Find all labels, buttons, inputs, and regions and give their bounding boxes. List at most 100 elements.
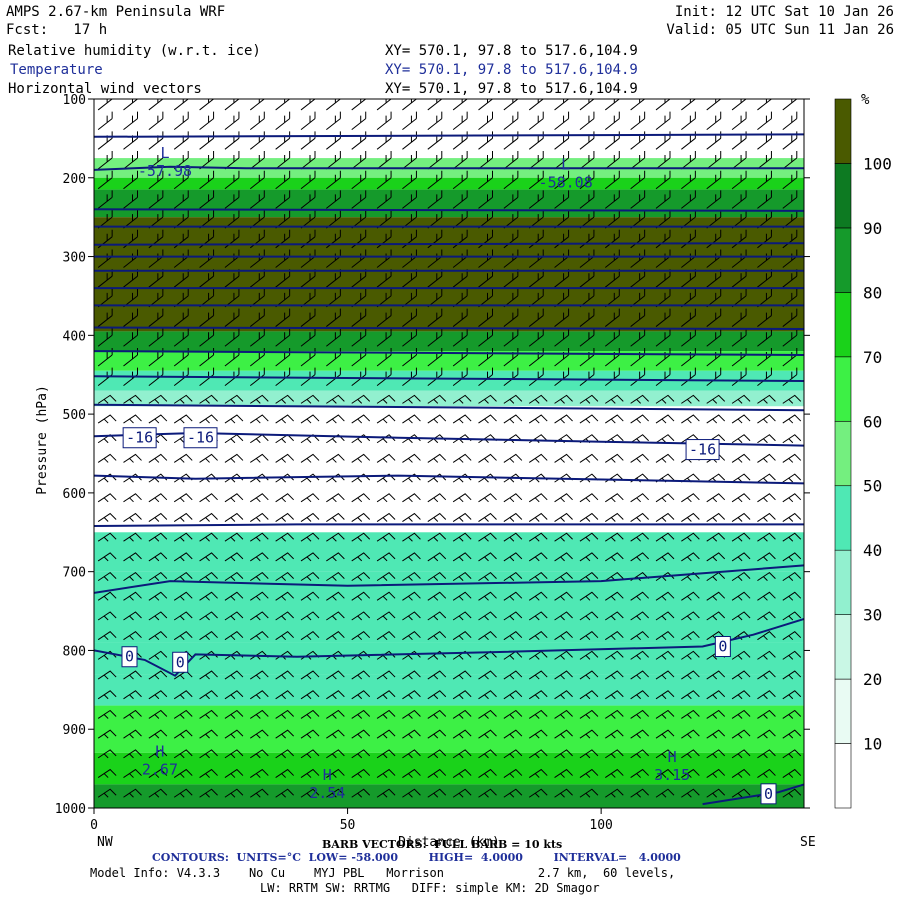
wind-barb [630, 749, 649, 759]
wind-barb [351, 328, 367, 347]
wind-barb [706, 768, 726, 778]
init-time: Init: 12 UTC Sat 10 Jan 26 [674, 4, 894, 20]
wind-barb [503, 749, 523, 759]
y-tick-label: 500 [63, 408, 86, 423]
wind-barb [528, 414, 548, 424]
wind-barb [579, 308, 595, 327]
wind-barb [681, 611, 700, 621]
wind-barb [326, 571, 345, 582]
temperature-contour [702, 783, 804, 806]
colorbar-swatch [834, 356, 852, 422]
wind-barb [97, 571, 117, 582]
wind-barb [275, 493, 294, 503]
wind-barb [351, 308, 367, 327]
wind-barb [528, 611, 548, 621]
wind-barb [376, 631, 396, 641]
wind-barb [427, 111, 443, 131]
wind-barb [503, 532, 523, 542]
wind-barb [173, 749, 193, 759]
wind-barb [554, 151, 570, 170]
plot-frame [93, 98, 805, 809]
wind-barb [554, 493, 573, 503]
temperature-contour [94, 208, 804, 212]
wind-barb [148, 690, 168, 700]
wind-barb [478, 552, 497, 562]
wind-barb [503, 512, 523, 522]
wind-barb [452, 552, 472, 562]
wind-barb [579, 690, 599, 700]
wind-barb [402, 788, 421, 798]
wind-barb [655, 650, 675, 660]
wind-barb [706, 670, 726, 680]
wind-barb [731, 749, 751, 759]
wind-barb [250, 591, 269, 601]
wind-barb [351, 709, 371, 719]
wind-barb [97, 729, 117, 739]
wind-barb [300, 229, 316, 249]
wind-barb [655, 394, 675, 404]
wind-barb [326, 670, 345, 680]
wind-barb [402, 631, 421, 641]
wind-barb [655, 111, 671, 131]
wind-barb [630, 414, 649, 424]
wind-barb [199, 328, 215, 347]
wind-barb [376, 611, 396, 621]
wind-barb [326, 749, 345, 759]
temperature-contour [94, 564, 804, 594]
wind-barb [351, 591, 371, 601]
wind-barb [478, 729, 497, 739]
field-name-rh: Relative humidity (w.r.t. ice) [8, 43, 261, 59]
temperature-contour [94, 403, 804, 412]
colorbar-label: 60 [863, 412, 882, 431]
wind-barb [123, 394, 142, 404]
wind-barb [224, 631, 244, 641]
extremum-symbol: H [323, 766, 332, 784]
wind-barb [199, 111, 215, 131]
wind-barb [478, 190, 493, 209]
wind-barb [452, 690, 472, 700]
wind-barb [731, 670, 751, 680]
wind-barb [782, 749, 802, 759]
wind-barb [427, 709, 447, 719]
wind-barb [782, 729, 802, 739]
wind-barb [351, 552, 371, 562]
wind-barb [681, 493, 700, 503]
wind-barb [554, 611, 573, 621]
wind-barb [148, 190, 164, 209]
colorbar-label: 70 [863, 348, 882, 367]
x-tick-label: 0 [90, 818, 98, 833]
wind-barb [630, 709, 649, 719]
colorbar-swatch [834, 549, 852, 615]
wind-barb [604, 151, 620, 170]
wind-barb [528, 394, 548, 404]
wind-barb [249, 229, 265, 249]
wind-barb [250, 532, 269, 542]
wind-barb [554, 591, 573, 601]
wind-barb [173, 591, 193, 601]
wind-barb [706, 709, 726, 719]
wind-barb [351, 670, 371, 680]
wind-barb [427, 670, 447, 680]
wind-barb [275, 571, 294, 582]
wind-barb [579, 170, 595, 190]
wind-barb [706, 151, 722, 170]
wind-barb [97, 532, 117, 542]
wind-barb [478, 631, 497, 641]
wind-barb [123, 190, 138, 209]
wind-barb [528, 453, 548, 463]
wind-barb [326, 229, 341, 249]
wind-barb [300, 190, 316, 209]
wind-barb [224, 111, 240, 131]
contour-label-box [121, 646, 138, 668]
wind-barb [757, 552, 776, 562]
wind-barb [376, 729, 396, 739]
wind-barb [681, 414, 700, 424]
wind-barb [782, 571, 802, 582]
extremum-value: 3.15 [654, 766, 690, 784]
wind-barb [300, 473, 320, 483]
wind-barb [300, 111, 316, 131]
wind-barb [148, 631, 168, 641]
wind-barb [554, 414, 573, 424]
wind-barb [478, 611, 497, 621]
x-tick-label: 50 [340, 818, 356, 833]
